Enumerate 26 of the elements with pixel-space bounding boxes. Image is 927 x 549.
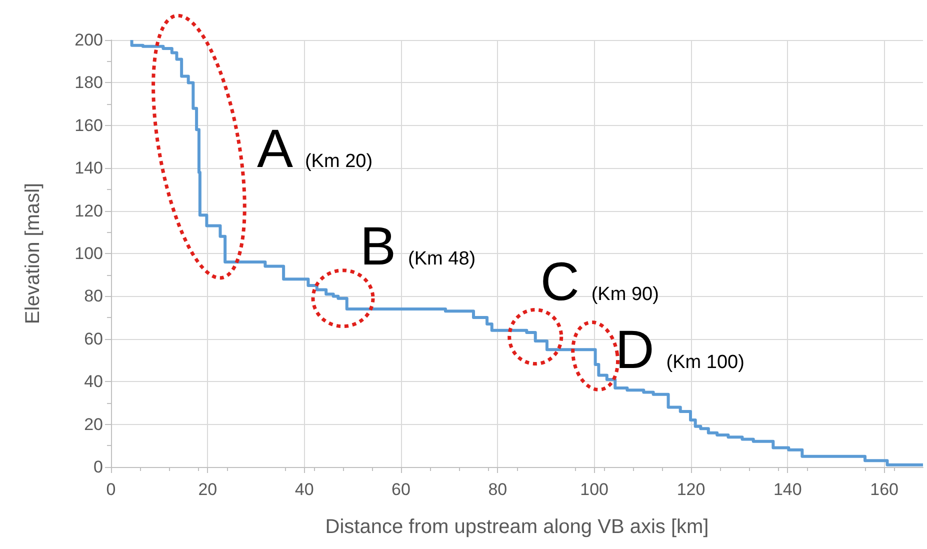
x-tick-label: 40: [294, 480, 314, 499]
annotation: B (Km 48): [360, 216, 476, 276]
x-tick-label: 0: [106, 480, 116, 499]
x-tick-label: 140: [773, 480, 802, 499]
y-tick-label: 0: [94, 458, 103, 476]
x-tick-label: 120: [676, 480, 706, 499]
x-axis-title: Distance from upstream along VB axis [km]: [325, 516, 709, 538]
x-tick-label: 60: [392, 480, 410, 499]
y-tick-label: 160: [74, 116, 103, 135]
y-tick-label: 80: [84, 286, 103, 306]
x-tick-label: 80: [488, 480, 508, 499]
x-tick-label: 20: [198, 480, 218, 499]
y-tick-label: 120: [74, 201, 103, 220]
y-axis-title: Elevation [masl]: [22, 182, 44, 324]
annotation: D (Km 100): [615, 320, 744, 380]
y-tick-label: 140: [74, 158, 103, 178]
x-tick-label: 160: [870, 480, 899, 499]
annotation: C (Km 90): [540, 252, 659, 312]
y-tick-label: 100: [74, 244, 103, 263]
y-tick-label: 60: [84, 329, 103, 348]
y-tick-label: 20: [84, 414, 103, 434]
y-tick-label: 40: [84, 372, 103, 392]
x-tick-label: 100: [580, 480, 609, 499]
y-tick-label: 200: [74, 30, 103, 50]
annotation: A (Km 20): [256, 118, 373, 179]
y-tick-label: 180: [74, 73, 103, 92]
